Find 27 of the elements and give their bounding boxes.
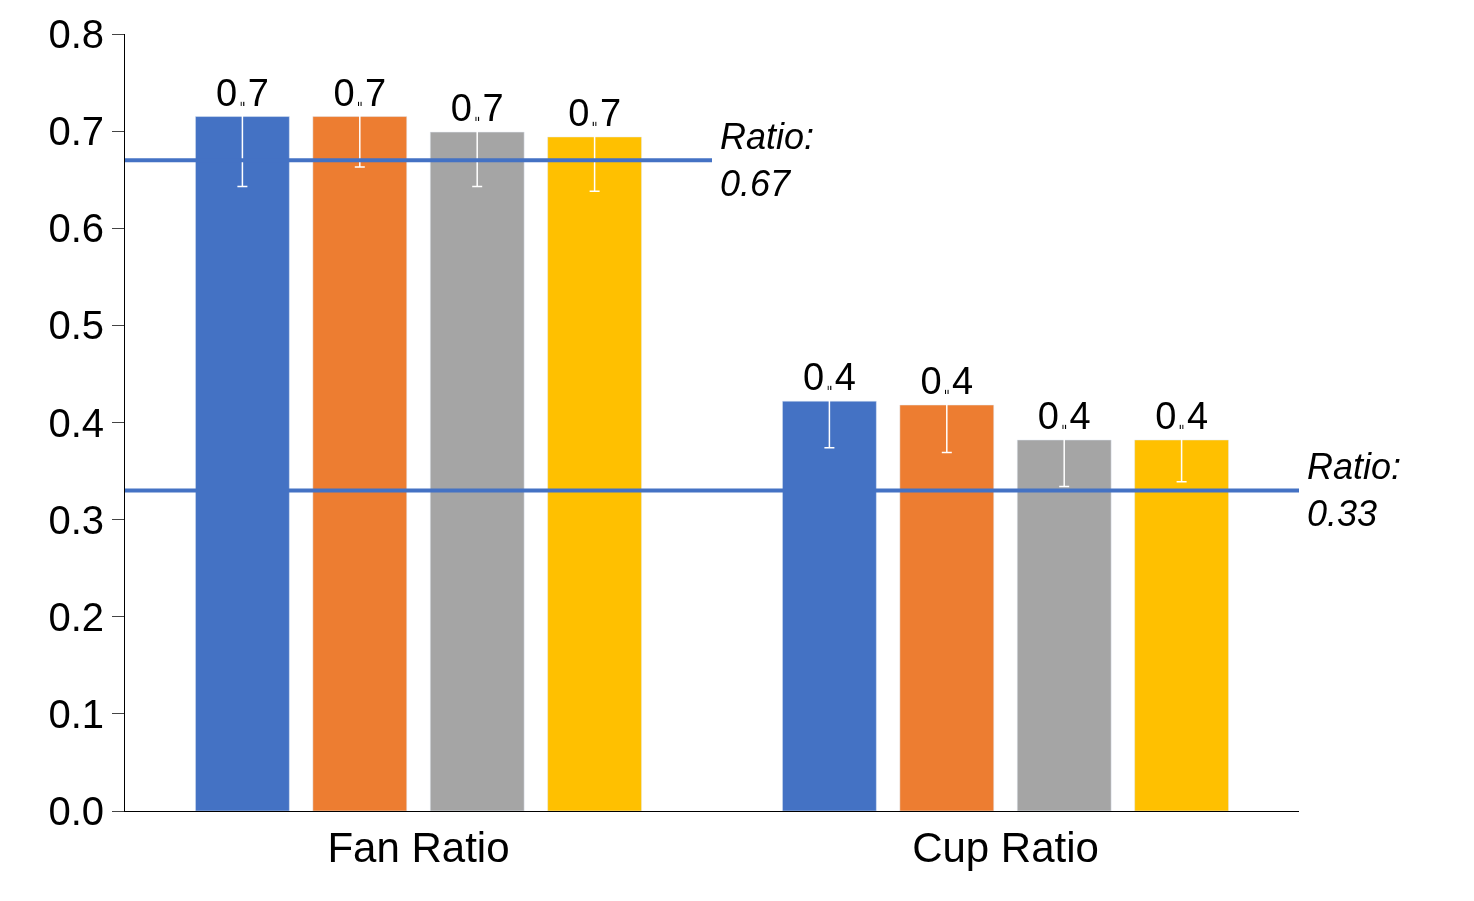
data-label: 0.7 xyxy=(215,71,269,114)
data-label: 0.4 xyxy=(1037,394,1091,437)
bar xyxy=(1134,439,1229,811)
data-label: 0.4 xyxy=(920,360,974,403)
data-label: 0.7 xyxy=(450,87,504,130)
data-label: 0.7 xyxy=(333,71,387,114)
y-tick-label: 0.5 xyxy=(48,303,104,348)
y-tick-label: 0.8 xyxy=(48,12,104,56)
ref-line-label: Ratio: 0.33 xyxy=(1307,446,1402,534)
bar xyxy=(1016,439,1112,811)
x-tick-label: Fan Ratio xyxy=(327,824,510,872)
y-tick-label: 0.6 xyxy=(48,206,104,251)
bar xyxy=(547,136,642,811)
y-tick-label: 0.7 xyxy=(48,109,104,154)
bar xyxy=(312,116,408,811)
data-label: 0.4 xyxy=(802,356,856,399)
y-tick-label: 0.4 xyxy=(48,400,104,445)
bar xyxy=(899,404,995,811)
ref-line-label: Ratio: 0.67 xyxy=(720,116,815,204)
data-label: 0.7 xyxy=(568,91,622,134)
y-tick-label: 0.0 xyxy=(48,789,104,833)
data-label: 0.4 xyxy=(1155,394,1209,437)
x-tick-label: Cup Ratio xyxy=(912,824,1099,872)
y-tick-label: 0.3 xyxy=(48,497,104,542)
y-tick-label: 0.1 xyxy=(48,691,104,736)
y-tick-label: 0.2 xyxy=(48,594,104,639)
bar xyxy=(429,131,525,811)
